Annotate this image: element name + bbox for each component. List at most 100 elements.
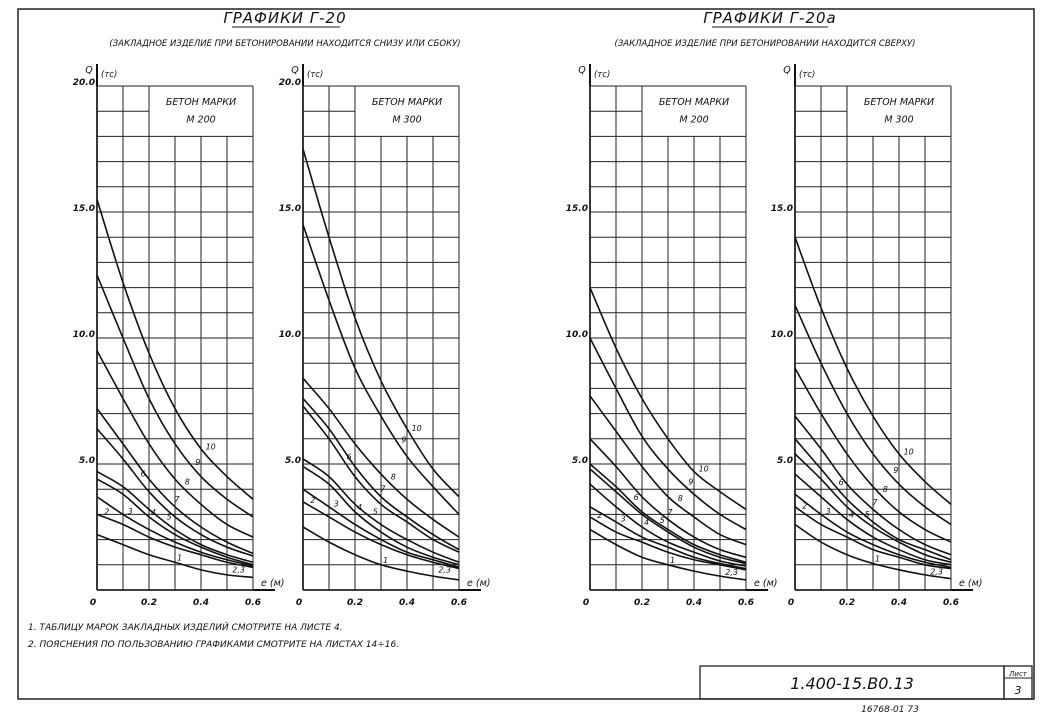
- chart-panel-4: БЕТОН МАРКИ М 300 Q (тс) e (м) 0 0.2 0.4 0.6 5.0 1…: [771, 64, 982, 608]
- y-axis-label: Q: [578, 65, 586, 76]
- sheet-cell: [1003, 665, 1033, 700]
- x-tick-label: 0.6: [451, 598, 467, 608]
- curve-label-6: 6: [141, 470, 146, 479]
- curve-1: [96, 533, 254, 579]
- chart-panel-1: БЕТОН МАРКИ М 200 Q (тс) e (м) 0 0.2 0.4 0.6 5.0 1…: [73, 64, 284, 608]
- curve-label-7: 7: [174, 495, 180, 504]
- curve-label-merged: 2,3: [438, 566, 451, 575]
- y-tick-label: 15.0: [566, 204, 588, 214]
- curve-10: [589, 287, 747, 511]
- y-axis-unit: (тс): [799, 70, 815, 80]
- charts: БЕТОН МАРКИ М 200 Q (тс) e (м) 0 0.2 0.4 0.6 5.0 1…: [73, 64, 982, 608]
- curve-label-merged: 2,3: [232, 565, 245, 574]
- curve-label-5: 5: [167, 512, 172, 521]
- y-tick-label: 20.0: [73, 78, 95, 88]
- x-tick-label: 0.4: [399, 598, 415, 608]
- curve-label-8: 8: [883, 485, 888, 494]
- curve-8: [302, 377, 460, 538]
- x-axis-label: e (м): [959, 578, 982, 589]
- y-tick-label: 10.0: [771, 330, 793, 340]
- curve-1: [794, 523, 952, 580]
- panel-title: БЕТОН МАРКИ: [864, 97, 934, 108]
- curve-label-7: 7: [380, 485, 386, 494]
- y-axis-unit: (тс): [307, 70, 323, 80]
- curve-label-6: 6: [634, 493, 639, 502]
- panel-grade: М 300: [392, 115, 421, 126]
- chart-panel-2: БЕТОН МАРКИ М 300 Q (тс) e (м) 0 0.2 0.4 0.6 5.0 1…: [279, 64, 490, 608]
- curve-2: [794, 506, 952, 570]
- curve-label-3: 3: [826, 507, 831, 516]
- y-axis-label: Q: [291, 65, 299, 76]
- curve-label-9: 9: [195, 458, 200, 467]
- x-tick-label: 0.4: [193, 598, 209, 608]
- y-tick-label: 10.0: [279, 330, 301, 340]
- curve-3: [794, 493, 952, 569]
- y-tick-label: 5.0: [79, 456, 95, 466]
- group-title-g20: ГРАФИКИ Г-20: [223, 9, 346, 27]
- x-tick-label: 0.4: [686, 598, 702, 608]
- panel-title: БЕТОН МАРКИ: [659, 97, 729, 108]
- curve-label-merged: 2,3: [930, 568, 943, 577]
- y-axis-label: Q: [85, 65, 93, 76]
- panel-grade: М 200: [679, 115, 708, 126]
- curve-9: [96, 274, 254, 518]
- y-tick-label: 20.0: [279, 78, 301, 88]
- curve-label-1: 1: [177, 553, 182, 562]
- curve-label-1: 1: [670, 556, 675, 565]
- note-1: 1. ТАБЛИЦУ МАРОК ЗАКЛАДНЫХ ИЗДЕЛИЙ СМОТР…: [28, 621, 343, 633]
- x-axis-label: e (м): [261, 578, 284, 589]
- curve-label-2: 2: [104, 507, 109, 516]
- curve-6: [794, 438, 952, 561]
- y-tick-label: 15.0: [279, 204, 301, 214]
- curve-label-5: 5: [865, 510, 870, 519]
- curve-2: [302, 501, 460, 570]
- y-tick-label: 15.0: [771, 204, 793, 214]
- curve-9: [794, 304, 952, 526]
- curve-label-10: 10: [412, 424, 422, 433]
- curve-label-7: 7: [667, 508, 673, 517]
- curve-label-5: 5: [660, 516, 665, 525]
- group-title-g20a: ГРАФИКИ Г-20а: [703, 9, 836, 27]
- curve-label-2: 2: [597, 511, 602, 520]
- curve-label-4: 4: [849, 510, 854, 519]
- curve-10: [302, 148, 460, 498]
- x-tick-label: 0: [90, 598, 96, 608]
- x-axis-label: e (м): [467, 578, 490, 589]
- curve-label-1: 1: [383, 556, 388, 565]
- x-tick-label: 0.2: [347, 598, 363, 608]
- curve-label-9: 9: [893, 466, 898, 475]
- curve-4: [589, 483, 747, 567]
- x-tick-label: 0.6: [943, 598, 959, 608]
- curve-2: [96, 513, 254, 569]
- y-axis-unit: (тс): [101, 70, 117, 80]
- curve-label-8: 8: [678, 494, 683, 503]
- curve-label-10: 10: [206, 443, 216, 452]
- curve-label-9: 9: [401, 435, 406, 444]
- curve-label-8: 8: [185, 478, 190, 487]
- x-tick-label: 0: [583, 598, 589, 608]
- y-tick-label: 5.0: [285, 456, 301, 466]
- curve-8: [589, 395, 747, 546]
- curve-label-1: 1: [875, 555, 880, 564]
- curve-5: [794, 453, 952, 564]
- curve-10: [794, 236, 952, 505]
- y-axis-label: Q: [783, 65, 791, 76]
- curve-6: [302, 405, 460, 553]
- group-subtitle-g20: (ЗАКЛАДНОЕ ИЗДЕЛИЕ ПРИ БЕТОНИРОВАНИИ НАХ…: [109, 39, 460, 49]
- curve-7: [589, 438, 747, 559]
- x-tick-label: 0: [788, 598, 794, 608]
- chart-panel-3: БЕТОН МАРКИ М 200 Q (тс) e (м) 0 0.2 0.4 0.6 5.0 1…: [566, 64, 777, 608]
- curve-3: [96, 496, 254, 567]
- curve-label-8: 8: [391, 473, 396, 482]
- y-tick-label: 15.0: [73, 204, 95, 214]
- curve-5: [589, 468, 747, 565]
- x-tick-label: 0.2: [839, 598, 855, 608]
- curve-label-9: 9: [688, 478, 693, 487]
- curve-2: [589, 516, 747, 571]
- curve-7: [302, 397, 460, 551]
- curve-label-7: 7: [872, 498, 878, 507]
- curve-label-3: 3: [621, 514, 626, 523]
- note-2: 2. ПОЯСНЕНИЯ ПО ПОЛЬЗОВАНИЮ ГРАФИКАМИ СМ…: [28, 640, 399, 650]
- y-axis-unit: (тс): [594, 70, 610, 80]
